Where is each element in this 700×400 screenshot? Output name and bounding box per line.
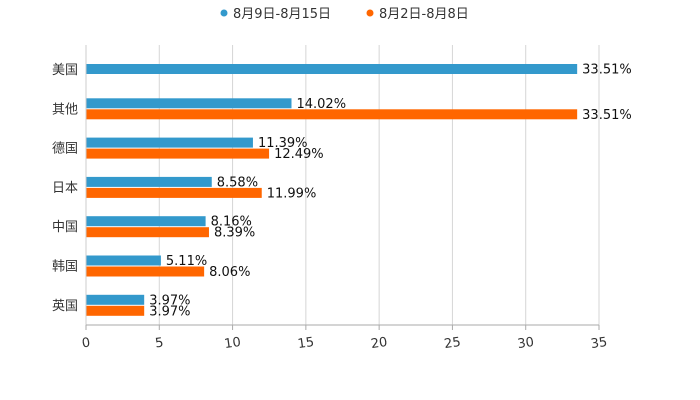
legend-marker-2: [366, 9, 374, 17]
legend: 8月9日-8月15日 8月2日-8月8日: [220, 7, 469, 22]
data-label: 8.58%: [217, 175, 258, 190]
legend-item-1[interactable]: 8月9日-8月15日: [220, 7, 332, 22]
bar-德国-series1[interactable]: [86, 137, 253, 148]
bar-韩国-series1[interactable]: [86, 255, 161, 266]
legend-label-1: 8月9日-8月15日: [233, 7, 331, 22]
data-labels: 33.51% 14.02% 33.51% 11.39%12.49% 8.58% 11.99…: [149, 63, 632, 320]
y-tick-label: 中国: [52, 220, 78, 235]
bar-其他-series1[interactable]: [86, 98, 292, 109]
data-label: 33.51%: [582, 63, 632, 78]
data-label: 11.99%: [267, 186, 317, 201]
legend-label-2: 8月2日-8月8日: [379, 7, 469, 22]
y-tick-label: 美国: [52, 63, 78, 78]
x-tick-label: 20: [370, 335, 388, 352]
data-label: 8.39%: [214, 226, 255, 241]
x-tick-label: 5: [154, 335, 164, 351]
x-tick-label: 0: [81, 335, 91, 351]
bar-中国-series1[interactable]: [86, 216, 206, 227]
y-tick-label: 其他: [52, 102, 78, 117]
data-label: 5.11%: [166, 254, 207, 269]
bar-德国-series2[interactable]: [86, 148, 270, 159]
legend-marker-1: [220, 9, 228, 17]
legend-item-2[interactable]: 8月2日-8月8日: [366, 7, 469, 22]
data-label: 8.16%: [211, 215, 252, 230]
data-label: 33.51%: [582, 108, 632, 123]
data-label: 8.06%: [209, 265, 250, 280]
x-tick-label: 35: [590, 335, 608, 352]
x-tick-label: 15: [297, 335, 315, 352]
data-label: 11.39%: [258, 136, 308, 151]
bar-中国-series2[interactable]: [86, 227, 209, 238]
data-label: 14.02%: [296, 97, 346, 112]
x-tick-label: 30: [517, 335, 535, 352]
bar-日本-series2[interactable]: [86, 187, 262, 198]
x-axis: 0 5 10 15 20 25 30 35: [81, 324, 608, 352]
data-label: 3.97%: [149, 293, 190, 308]
data-label: 3.97%: [149, 304, 190, 319]
bar-美国-series1[interactable]: [86, 64, 578, 74]
bar-英国-series2[interactable]: [86, 305, 145, 316]
bar-其他-series2[interactable]: [86, 109, 578, 120]
x-tick-label: 25: [443, 335, 461, 352]
bar-英国-series1[interactable]: [86, 294, 145, 305]
y-tick-label: 日本: [52, 181, 78, 196]
x-tick-label: 10: [223, 335, 241, 352]
grid-lines: [158, 45, 600, 325]
y-tick-label: 英国: [52, 299, 78, 314]
y-tick-label: 德国: [52, 142, 78, 157]
bar-日本-series1[interactable]: [86, 176, 212, 187]
data-label: 12.49%: [274, 147, 324, 162]
y-tick-label: 韩国: [52, 260, 78, 275]
bars: [86, 64, 578, 316]
bar-韩国-series2[interactable]: [86, 266, 205, 277]
